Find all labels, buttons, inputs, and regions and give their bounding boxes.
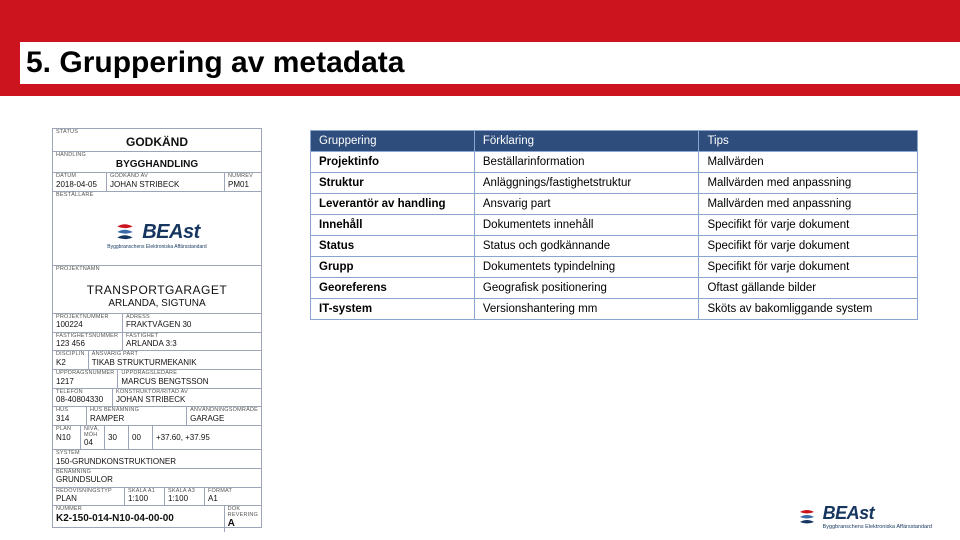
form-value: K2-150-014-N10-04-00-00	[56, 513, 221, 525]
metadata-table-wrap: Gruppering Förklaring Tips ProjektinfoBe…	[310, 130, 918, 320]
form-value: ARLANDA 3:3	[126, 339, 258, 348]
table-cell: Projektinfo	[311, 152, 475, 173]
form-value: PLAN	[56, 494, 121, 503]
table-row: InnehållDokumentets innehållSpecifikt fö…	[311, 215, 918, 236]
footer-beast-logo: BEAst Byggbranschens Elektroniska Affärs…	[797, 503, 932, 530]
slide-title: 5. Gruppering av metadata	[20, 42, 960, 84]
table-cell: Specifikt för varje dokument	[699, 215, 918, 236]
form-value: 123 456	[56, 339, 119, 348]
form-value: JOHAN STRIBECK	[116, 395, 258, 404]
table-header: Förklaring	[474, 131, 699, 152]
table-cell: Dokumentets typindelning	[474, 257, 699, 278]
table-cell: Struktur	[311, 173, 475, 194]
table-header: Gruppering	[311, 131, 475, 152]
table-row: StatusStatus och godkännandeSpecifikt fö…	[311, 236, 918, 257]
form-value: GRUNDSULOR	[56, 475, 258, 484]
beast-logo-icon	[797, 507, 817, 527]
form-value: GARAGE	[190, 414, 258, 423]
form-label: DOK REVERING	[228, 507, 258, 518]
form-value: A1	[208, 494, 258, 503]
form-value: K2	[56, 358, 85, 367]
metadata-table: Gruppering Förklaring Tips ProjektinfoBe…	[310, 130, 918, 320]
form-value: A	[228, 518, 258, 530]
beast-logo-text: BEAst	[142, 221, 200, 244]
beast-logo-tagline: Byggbranschens Elektroniska Affärsstanda…	[823, 524, 932, 530]
table-cell: Grupp	[311, 257, 475, 278]
beast-logo-icon	[114, 221, 136, 243]
table-cell: Ansvarig part	[474, 194, 699, 215]
beast-logo-text: BEAst	[823, 503, 932, 524]
table-cell: Oftast gällande bilder	[699, 278, 918, 299]
table-header-row: Gruppering Förklaring Tips	[311, 131, 918, 152]
table-row: GruppDokumentets typindelningSpecifikt f…	[311, 257, 918, 278]
content-area: STATUS GODKÄND HANDLING BYGGHANDLING DAT…	[0, 130, 960, 500]
form-label: BESTÄLLARE	[56, 193, 258, 199]
table-body: ProjektinfoBeställarinformationMallvärde…	[311, 152, 918, 320]
form-value: MARCUS BENGTSSON	[121, 377, 258, 386]
table-cell: Mallvärden	[699, 152, 918, 173]
table-cell: Leverantör av handling	[311, 194, 475, 215]
table-cell: Versionshantering mm	[474, 299, 699, 320]
table-cell: Beställarinformation	[474, 152, 699, 173]
form-value: +37.60, +37.95	[156, 433, 258, 442]
form-value: 30	[108, 433, 125, 442]
form-project-row: TRANSPORTGARAGET ARLANDA, SIGTUNA	[53, 280, 261, 314]
form-value: 150-GRUNDKONSTRUKTIONER	[56, 457, 258, 466]
table-cell: Geografisk positionering	[474, 278, 699, 299]
document-header-form: STATUS GODKÄND HANDLING BYGGHANDLING DAT…	[52, 128, 262, 528]
form-value-handling: BYGGHANDLING	[56, 159, 258, 171]
beast-logo: BEAst	[114, 221, 200, 244]
form-value: RAMPER	[90, 414, 183, 423]
table-cell: Mallvärden med anpassning	[699, 173, 918, 194]
form-value: 1:100	[168, 494, 201, 503]
table-row: ProjektinfoBeställarinformationMallvärde…	[311, 152, 918, 173]
form-value: 1:100	[128, 494, 161, 503]
table-cell: Status och godkännande	[474, 236, 699, 257]
form-value: JOHAN STRIBECK	[110, 180, 221, 189]
form-value: PM01	[228, 180, 258, 189]
form-label: NIVÅ, MÖH	[84, 427, 101, 438]
table-cell: Specifikt för varje dokument	[699, 257, 918, 278]
table-row: Leverantör av handlingAnsvarig partMallv…	[311, 194, 918, 215]
table-row: IT-systemVersionshantering mmSköts av ba…	[311, 299, 918, 320]
table-cell: Sköts av bakomliggande system	[699, 299, 918, 320]
table-cell: IT-system	[311, 299, 475, 320]
form-value: TRANSPORTGARAGET	[87, 284, 227, 298]
form-value: ARLANDA, SIGTUNA	[108, 298, 205, 310]
table-cell: Status	[311, 236, 475, 257]
form-value: 314	[56, 414, 83, 423]
table-cell: Specifikt för varje dokument	[699, 236, 918, 257]
table-cell: Georeferens	[311, 278, 475, 299]
form-value: 00	[132, 433, 149, 442]
table-cell: Innehåll	[311, 215, 475, 236]
table-cell: Dokumentets innehåll	[474, 215, 699, 236]
beast-logo-tagline: Byggbranschens Elektroniska Affärsstanda…	[107, 244, 206, 250]
form-logo-row: BEAst Byggbranschens Elektroniska Affärs…	[53, 206, 261, 266]
header-bar: 5. Gruppering av metadata	[0, 0, 960, 96]
form-value-status: GODKÄND	[56, 136, 258, 150]
table-cell: Anläggnings/fastighetstruktur	[474, 173, 699, 194]
form-value: 2018-04-05	[56, 180, 103, 189]
form-label: PROJEKTNAMN	[56, 267, 258, 273]
form-value: 08-40804330	[56, 395, 109, 404]
table-header: Tips	[699, 131, 918, 152]
form-value: 04	[84, 438, 101, 447]
table-row: StrukturAnläggnings/fastighetstrukturMal…	[311, 173, 918, 194]
form-value: TIKAB STRUKTURMEKANIK	[92, 358, 258, 367]
form-value: N10	[56, 433, 77, 442]
form-value: FRAKTVÄGEN 30	[126, 320, 258, 329]
form-value: 1217	[56, 377, 114, 386]
table-row: GeoreferensGeografisk positioneringOftas…	[311, 278, 918, 299]
form-value: 100224	[56, 320, 119, 329]
table-cell: Mallvärden med anpassning	[699, 194, 918, 215]
